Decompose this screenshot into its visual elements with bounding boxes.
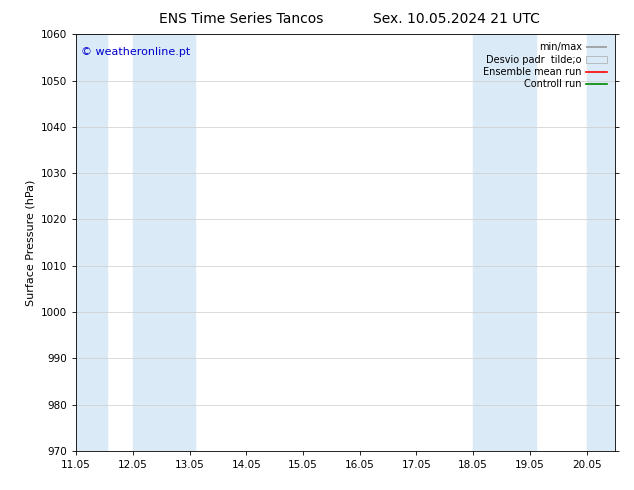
Bar <box>76 34 107 451</box>
Text: ENS Time Series Tancos: ENS Time Series Tancos <box>158 12 323 26</box>
Text: Sex. 10.05.2024 21 UTC: Sex. 10.05.2024 21 UTC <box>373 12 540 26</box>
Legend: min/max, Desvio padr  tilde;o, Ensemble mean run, Controll run: min/max, Desvio padr tilde;o, Ensemble m… <box>481 39 610 92</box>
Bar <box>473 34 536 451</box>
Y-axis label: Surface Pressure (hPa): Surface Pressure (hPa) <box>25 179 36 306</box>
Text: © weatheronline.pt: © weatheronline.pt <box>81 47 191 57</box>
Bar <box>586 34 615 451</box>
Bar <box>133 34 195 451</box>
